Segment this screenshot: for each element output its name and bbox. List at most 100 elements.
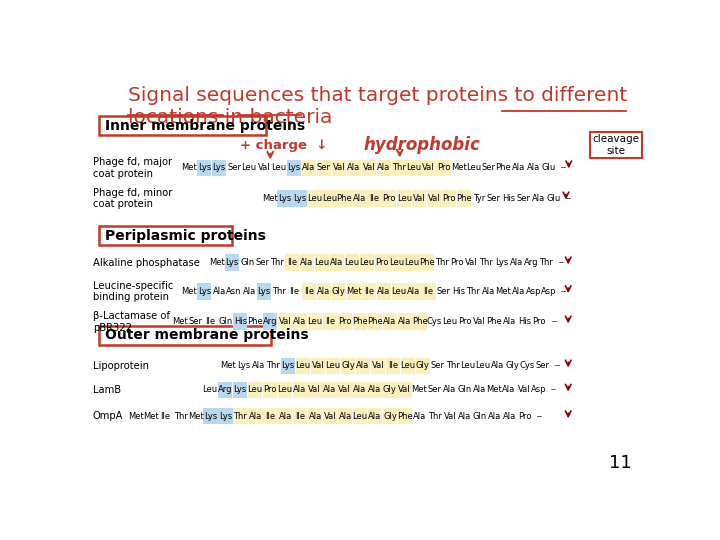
Text: Arg: Arg: [217, 386, 232, 394]
Text: Periplasmic proteins: Periplasmic proteins: [104, 229, 266, 242]
Bar: [302, 283, 316, 300]
Text: Phe: Phe: [495, 164, 511, 172]
Bar: [293, 313, 307, 330]
Text: Ala: Ala: [294, 318, 307, 326]
Text: Met: Met: [220, 361, 236, 370]
Bar: [397, 408, 412, 424]
Text: Asp: Asp: [541, 287, 556, 296]
Text: Ile: Ile: [287, 258, 297, 267]
Bar: [233, 382, 247, 399]
Text: Gln: Gln: [472, 411, 487, 421]
Text: Met: Met: [495, 287, 511, 296]
Text: Gly: Gly: [416, 361, 430, 370]
Bar: [197, 160, 212, 176]
Bar: [296, 357, 310, 374]
Text: Ala: Ala: [347, 164, 361, 172]
Text: Ala: Ala: [302, 164, 315, 172]
Bar: [341, 357, 355, 374]
Bar: [300, 254, 314, 271]
Bar: [281, 357, 295, 374]
Bar: [332, 160, 346, 176]
Text: Ile: Ile: [161, 411, 171, 421]
Text: Ser: Ser: [431, 361, 445, 370]
Text: Ala: Ala: [503, 318, 516, 326]
Text: Tyr: Tyr: [473, 194, 485, 203]
Text: OmpA: OmpA: [93, 411, 123, 421]
Bar: [337, 191, 351, 207]
Bar: [383, 408, 397, 424]
Text: Ala: Ala: [407, 287, 420, 296]
Bar: [278, 408, 292, 424]
Bar: [218, 408, 233, 424]
Text: Val: Val: [333, 164, 345, 172]
Text: Leu: Leu: [442, 318, 457, 326]
Text: Ile: Ile: [388, 361, 398, 370]
Text: Lys: Lys: [198, 164, 211, 172]
Text: Met: Met: [346, 287, 361, 296]
Bar: [352, 191, 366, 207]
Text: Ala: Ala: [252, 361, 265, 370]
Text: Ile: Ile: [295, 411, 305, 421]
Text: Ala: Ala: [369, 411, 382, 421]
Text: Gly: Gly: [341, 361, 355, 370]
Bar: [212, 160, 226, 176]
Text: Ala: Ala: [368, 386, 381, 394]
Bar: [345, 254, 359, 271]
Bar: [382, 382, 397, 399]
Bar: [285, 254, 300, 271]
Bar: [278, 313, 292, 330]
Text: Val: Val: [518, 386, 531, 394]
Bar: [420, 254, 433, 271]
Text: Thr: Thr: [174, 411, 187, 421]
Text: Leu: Leu: [359, 258, 374, 267]
Text: Ala: Ala: [279, 411, 292, 421]
Text: Met: Met: [210, 258, 225, 267]
Text: Leu: Leu: [277, 386, 292, 394]
Text: Ala: Ala: [249, 411, 262, 421]
Bar: [332, 283, 346, 300]
Bar: [233, 313, 248, 330]
Bar: [367, 191, 382, 207]
Text: Phe: Phe: [247, 318, 263, 326]
Text: Ile: Ile: [325, 318, 335, 326]
Text: Ala: Ala: [212, 287, 226, 296]
Text: Pro: Pro: [263, 386, 276, 394]
Text: Ala: Ala: [353, 194, 366, 203]
Text: Ser: Ser: [536, 361, 549, 370]
Text: Ala: Ala: [330, 258, 343, 267]
Text: Cys: Cys: [520, 361, 535, 370]
Bar: [292, 382, 307, 399]
Text: Met: Met: [411, 386, 427, 394]
Bar: [323, 313, 337, 330]
Text: Phe: Phe: [352, 318, 368, 326]
Bar: [317, 160, 331, 176]
Text: Ala: Ala: [300, 258, 314, 267]
Bar: [413, 313, 427, 330]
Text: His: His: [234, 318, 247, 326]
Bar: [323, 191, 337, 207]
Bar: [197, 283, 212, 300]
Text: Val: Val: [444, 411, 456, 421]
Bar: [315, 254, 329, 271]
Bar: [203, 408, 217, 424]
Text: Phage fd, major
coat protein: Phage fd, major coat protein: [93, 157, 172, 179]
Text: Leu: Leu: [397, 194, 412, 203]
Bar: [326, 357, 341, 374]
Text: Leu: Leu: [460, 361, 475, 370]
Text: Thr: Thr: [272, 287, 286, 296]
Text: Thr: Thr: [233, 411, 248, 421]
Text: His: His: [518, 318, 531, 326]
Bar: [307, 382, 322, 399]
Text: Phe: Phe: [367, 318, 382, 326]
Bar: [257, 283, 271, 300]
Text: Ala: Ala: [243, 287, 256, 296]
Bar: [293, 408, 307, 424]
Text: Val: Val: [362, 164, 375, 172]
Text: Met: Met: [451, 164, 467, 172]
Text: Lys: Lys: [282, 361, 294, 370]
Bar: [371, 357, 385, 374]
Text: His: His: [452, 287, 465, 296]
Bar: [346, 160, 361, 176]
Text: Leu: Leu: [202, 386, 217, 394]
Text: --: --: [560, 164, 566, 172]
